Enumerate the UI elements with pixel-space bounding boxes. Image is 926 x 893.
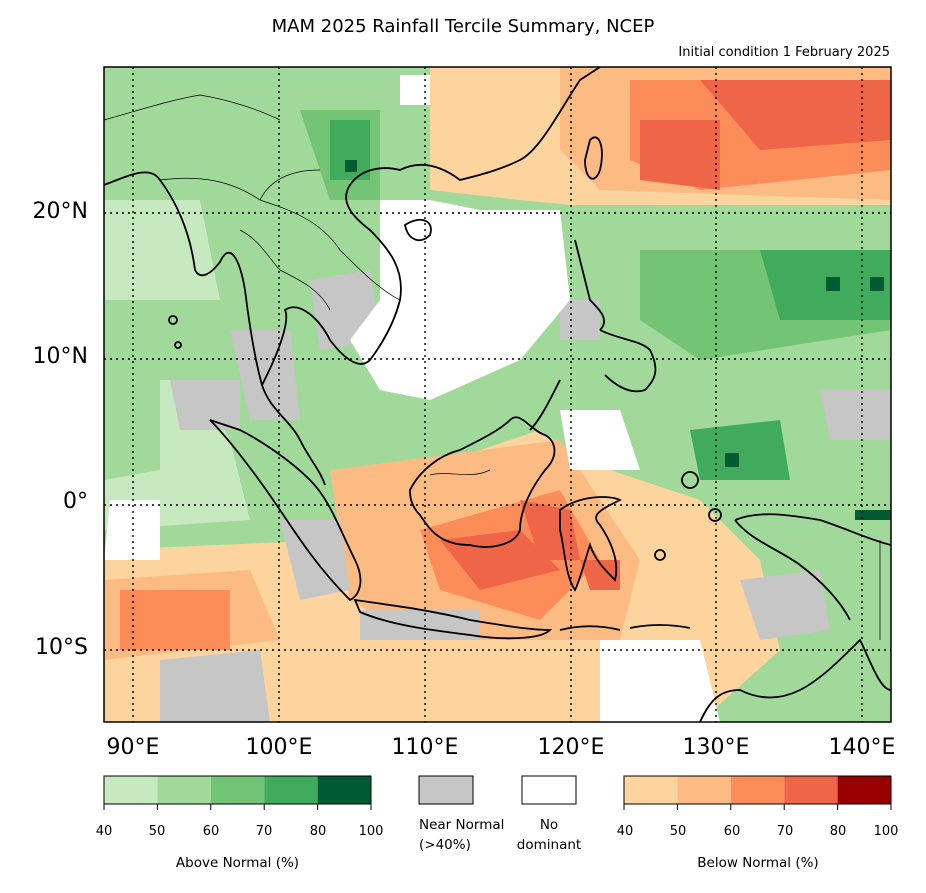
graticule <box>104 67 891 722</box>
below-tick-70: 70 <box>776 824 794 839</box>
lon-label-100e: 100°E <box>245 735 313 760</box>
lon-label-110e: 110°E <box>391 735 459 760</box>
below-normal-title: Below Normal (%) <box>697 855 819 871</box>
no-dominant-sublabel: dominant <box>516 837 582 853</box>
above-normal-pacific-core-2 <box>760 250 891 320</box>
below-normal-colorbar <box>623 775 892 810</box>
above-tick-80: 80 <box>309 824 327 839</box>
below-colorbar-segment <box>837 776 891 804</box>
below-tick-50: 50 <box>669 824 687 839</box>
lon-label-140e: 140°E <box>828 735 896 760</box>
map-frame <box>103 66 892 723</box>
lon-label-120e: 120°E <box>537 735 605 760</box>
below-tick-80: 80 <box>829 824 847 839</box>
above-colorbar-segment <box>210 776 265 804</box>
below-normal-strong-ne <box>700 80 891 150</box>
below-colorbar-segment <box>677 776 731 804</box>
below-tick-60: 60 <box>723 824 741 839</box>
above-tick-60: 60 <box>202 824 220 839</box>
above-normal-bay <box>104 200 220 300</box>
lon-label-130e: 130°E <box>682 735 750 760</box>
below-colorbar-segment <box>784 776 838 804</box>
near-normal-sublabel: (>40%) <box>419 837 471 853</box>
near-normal-label: Near Normal <box>419 817 505 833</box>
below-colorbar-segment <box>624 776 678 804</box>
below-tick-40: 40 <box>616 824 634 839</box>
above-colorbar-segment <box>157 776 211 804</box>
above-tick-70: 70 <box>255 824 273 839</box>
above-normal-core <box>330 120 370 180</box>
above-colorbar-segment <box>264 776 318 804</box>
lat-label-20n: 20°N <box>32 199 88 224</box>
map-subtitle: Initial condition 1 February 2025 <box>678 45 890 60</box>
near-normal-thailand <box>230 330 300 420</box>
lat-label-10n: 10°N <box>32 344 88 369</box>
above-colorbar-segment <box>317 776 371 804</box>
lat-label-10s: 10°S <box>35 635 88 660</box>
above-tick-100: 100 <box>358 824 384 839</box>
rainfall-field <box>104 67 891 722</box>
above-normal-indian-ocean-2 <box>104 380 160 480</box>
above-normal-colorbar <box>103 775 372 810</box>
near-normal-swatch <box>418 775 474 805</box>
lon-label-90e: 90°E <box>106 735 160 760</box>
below-tick-100: 100 <box>873 824 899 839</box>
coastlines <box>104 67 891 722</box>
lat-label-0: 0° <box>63 489 88 514</box>
above-normal-title: Above Normal (%) <box>175 855 300 871</box>
above-tick-50: 50 <box>148 824 166 839</box>
above-colorbar-segment <box>104 776 158 804</box>
above-normal-pacific-core-3 <box>690 420 790 480</box>
above-tick-40: 40 <box>95 824 113 839</box>
map-title: MAM 2025 Rainfall Tercile Summary, NCEP <box>271 16 655 37</box>
above-normal-80plus <box>345 160 357 172</box>
country-borders <box>104 94 881 640</box>
above-colorbar-frame <box>103 775 372 805</box>
below-colorbar-frame <box>623 775 892 805</box>
no-dominant-label: No <box>539 817 559 833</box>
below-colorbar-segment <box>730 776 785 804</box>
no-dominant-swatch <box>521 775 577 805</box>
